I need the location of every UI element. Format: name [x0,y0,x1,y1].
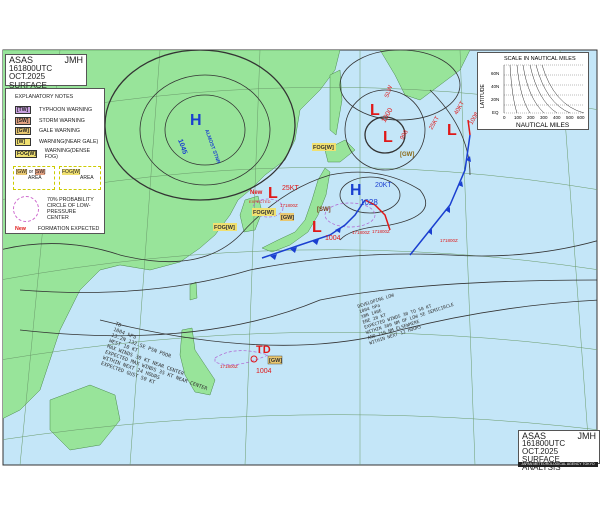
header-agency: ASAS [9,55,34,65]
note-typhoon: [TW] TYPHOON WARNING [15,106,101,114]
near-gale-label: WARNING(NEAR GALE) [39,138,99,145]
typhoon-tag: [TW] [15,106,31,114]
footer-title: SURFACE ANALYSIS [522,455,561,472]
notes-heading: EXPLANATORY NOTES [15,94,74,100]
new-tag: New [15,226,26,232]
low-1000-motion: SLW [384,85,394,99]
warning-area-sample: [GW] or [SW] AREA [13,166,55,190]
td-warning: [GW] [269,358,282,364]
near-gale-tag: [W] [15,137,31,146]
land-philippines [179,327,216,396]
low-1004-warning: [SW] [317,207,331,213]
note-fog: FOG[W] WARNING(DENSE FOG) [15,148,101,160]
note-near-gale: [W] WARNING(NEAR GALE) [15,137,101,146]
fog-warning-3: FOG[W] [313,145,334,151]
gale-tag: [GW] [15,127,31,135]
low-1004-symbol: L [312,219,322,236]
high-1045-symbol: H [190,112,202,129]
low-1000-symbol: L [370,102,380,119]
new-low-motion: 25KT [282,185,299,192]
land-hokkaido [324,139,356,163]
scale-box: SCALE IN NAUTICAL MILES LATITUDE 60N 40N 2… [477,52,589,130]
forecast-time-2: 171800Z [352,230,370,235]
scale-title: SCALE IN NAUTICAL MILES [504,56,576,62]
svg-text:200: 200 [527,115,535,120]
td-symbol: TD [256,344,271,356]
high-1045-pressure: 1045 [176,138,188,155]
new-low-new: New [250,190,263,196]
new-low-symbol: L [268,185,278,202]
svg-text:EQ: EQ [492,110,499,115]
note-gale: [GW] GALE WARNING [15,127,101,135]
footer-title-box: ASAS JMH 161800UTC OCT.2025 SURFACE ANALY… [518,430,600,472]
note-storm: [SW] STORM WARNING [15,116,101,125]
new-low-note: EXPECTED [249,199,271,204]
svg-text:100: 100 [514,115,522,120]
forecast-time-3: 171800Z [372,229,390,234]
low-1004-pressure: 1004 [325,235,341,242]
footer-datetime: 161800UTC OCT.2025 [522,439,566,456]
probability-circle-icon [13,196,39,222]
typhoon-label: TYPHOON WARNING [39,107,93,113]
forecast-time-4: 171800Z [220,364,238,369]
td-pressure: 1004 [256,368,272,375]
forecast-circles [214,198,376,366]
low-998-symbol: L [383,129,393,146]
fog-label: WARNING(DENSE FOG) [44,148,91,160]
fog-tag: FOG[W] [15,150,37,158]
header-datetime: 161800UTC OCT.2025 [9,63,53,81]
scale-curves [503,64,585,114]
high-1028-motion: 20KT [375,182,392,189]
low-998-warning: [GW] [400,152,414,158]
footer-agency: ASAS [522,431,547,441]
land-kamchatka [379,50,471,101]
svg-text:0: 0 [503,115,506,120]
footer-center: JMH [577,431,597,441]
scale-xlabel: NAUTICAL MILES [516,122,570,129]
td-text-0: TD [114,321,122,329]
td-center-icon [250,355,258,363]
fog-warning-1: FOG[W] [214,225,235,231]
svg-text:500: 500 [566,115,574,120]
svg-text:20N: 20N [491,97,499,102]
gale-label: GALE WARNING [39,128,81,134]
cold-front-east-barbs [428,156,471,235]
scale-ylabel: LATITUDE [480,84,486,108]
fog-warning-2: FOG[W] [253,210,274,216]
high-1028-symbol: H [350,182,362,199]
svg-text:600: 600 [577,115,585,120]
new-label: FORMATION EXPECTED [37,226,100,232]
storm-tag: [SW] [15,116,31,125]
land-taiwan [189,281,198,301]
svg-text:400: 400 [553,115,561,120]
svg-text:40N: 40N [491,84,499,89]
area-legend: [GW] or [SW] AREA FOG[W] AREA [13,166,101,190]
header-center: JMH [64,55,84,65]
isobars [3,50,597,346]
gale-warning: [GW] [281,215,294,221]
fog-area-sample: FOG[W] AREA [59,166,101,190]
low-998-pressure: 998 [400,129,411,141]
svg-text:60N: 60N [491,71,499,76]
low-east-symbol: L [447,122,457,139]
land-borneo [49,384,121,451]
svg-text:300: 300 [540,115,548,120]
warm-front [364,199,391,231]
explanatory-notes: EXPLANATORY NOTES [TW] TYPHOON WARNING [S… [5,88,105,234]
forecast-time-1: 171800Z [280,203,298,208]
cold-front-east [409,134,471,256]
land-sakhalin [329,69,343,136]
footer-credit: JAPAN METEOROLOGICAL AGENCY TOKYO [518,462,598,467]
warm-front-east [467,119,471,136]
cold-front-barbs [270,227,341,260]
land-japan [261,167,331,253]
storm-label: STORM WARNING [39,117,85,124]
forecast-time-5: 171800Z [440,238,458,243]
high-1028-pressure: 1028 [360,198,378,207]
probability-circle-legend: 70% PROBABILITY CIRCLE OF LOW-PRESSURE C… [9,196,101,222]
land-korea [239,195,263,233]
